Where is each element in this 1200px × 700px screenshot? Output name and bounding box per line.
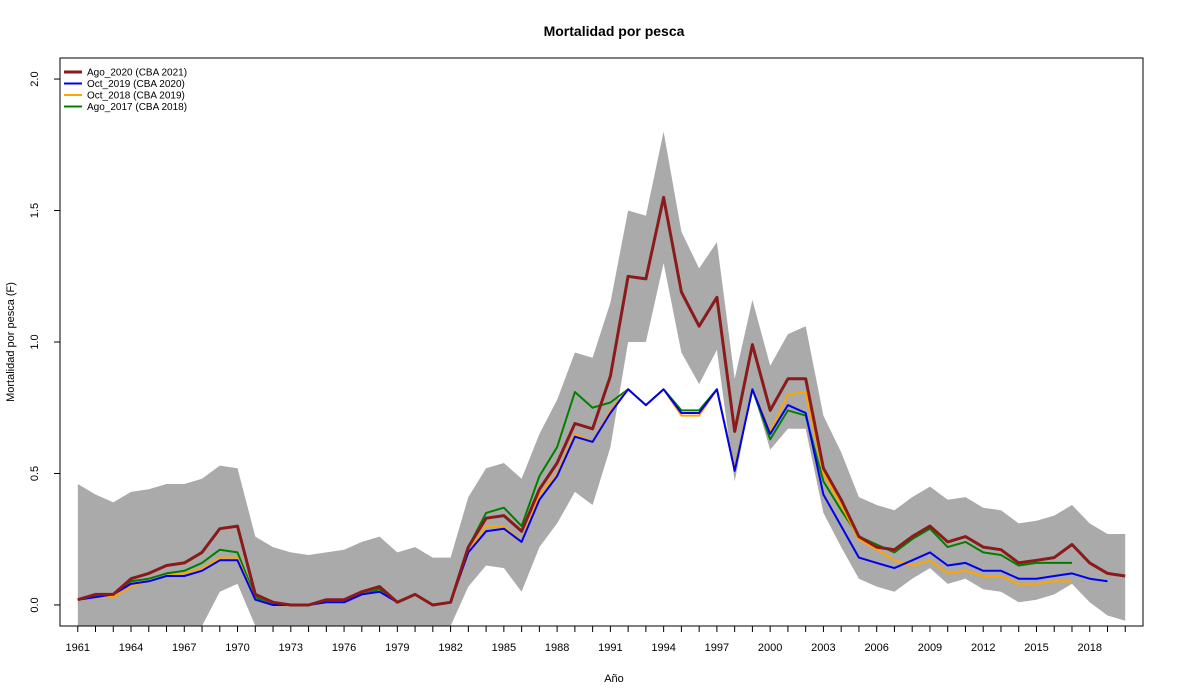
x-tick-label: 1985 xyxy=(492,642,516,654)
x-axis: 1961 1964 1967 1970 1973 1976 1979 1982 1985 1988… xyxy=(66,626,1126,654)
x-tick-label: 1988 xyxy=(545,642,569,654)
y-axis: 0.0 0.5 1.0 1.5 2.0 xyxy=(29,71,60,613)
x-axis-label: Año xyxy=(604,673,624,685)
x-tick-label: 1997 xyxy=(705,642,729,654)
x-tick-label: 1976 xyxy=(332,642,356,654)
y-tick-label: 1.5 xyxy=(29,203,41,218)
x-tick-label: 2009 xyxy=(918,642,942,654)
x-tick-label: 2000 xyxy=(758,642,782,654)
x-tick-label: 2015 xyxy=(1024,642,1048,654)
chart-title: Mortalidad por pesca xyxy=(544,23,685,39)
y-tick-label: 0.5 xyxy=(29,466,41,481)
x-tick-label: 1973 xyxy=(279,642,303,654)
x-tick-label: 2003 xyxy=(811,642,835,654)
x-tick-label: 2012 xyxy=(971,642,995,654)
x-tick-label: 1982 xyxy=(438,642,462,654)
x-tick-label: 1967 xyxy=(172,642,196,654)
legend: Ago_2020 (CBA 2021)Oct_2019 (CBA 2020)Oc… xyxy=(64,68,187,113)
x-tick-label: 1994 xyxy=(651,642,675,654)
y-tick-label: 1.0 xyxy=(29,334,41,349)
y-tick-label: 0.0 xyxy=(29,597,41,612)
confidence-band xyxy=(77,131,1126,626)
series-lines-layer xyxy=(77,195,1126,607)
x-tick-label: 2006 xyxy=(864,642,888,654)
x-tick-label: 1970 xyxy=(225,642,249,654)
legend-entry: Oct_2018 (CBA 2019) xyxy=(87,91,185,102)
x-tick-label: 2018 xyxy=(1077,642,1101,654)
legend-entry: Ago_2017 (CBA 2018) xyxy=(87,102,187,113)
legend-entry: Ago_2020 (CBA 2021) xyxy=(87,68,187,79)
series-line-3 xyxy=(77,388,1072,606)
y-tick-label: 2.0 xyxy=(29,71,41,86)
x-tick-label: 1979 xyxy=(385,642,409,654)
series-line-0 xyxy=(77,195,1126,607)
x-tick-label: 1961 xyxy=(66,642,90,654)
series-line-1 xyxy=(77,388,1108,606)
x-tick-label: 1964 xyxy=(119,642,143,654)
legend-entry: Oct_2019 (CBA 2020) xyxy=(87,79,185,90)
x-tick-label: 1991 xyxy=(598,642,622,654)
confidence-band-layer xyxy=(77,131,1126,626)
y-axis-label: Mortalidad por pesca (F) xyxy=(5,282,17,402)
